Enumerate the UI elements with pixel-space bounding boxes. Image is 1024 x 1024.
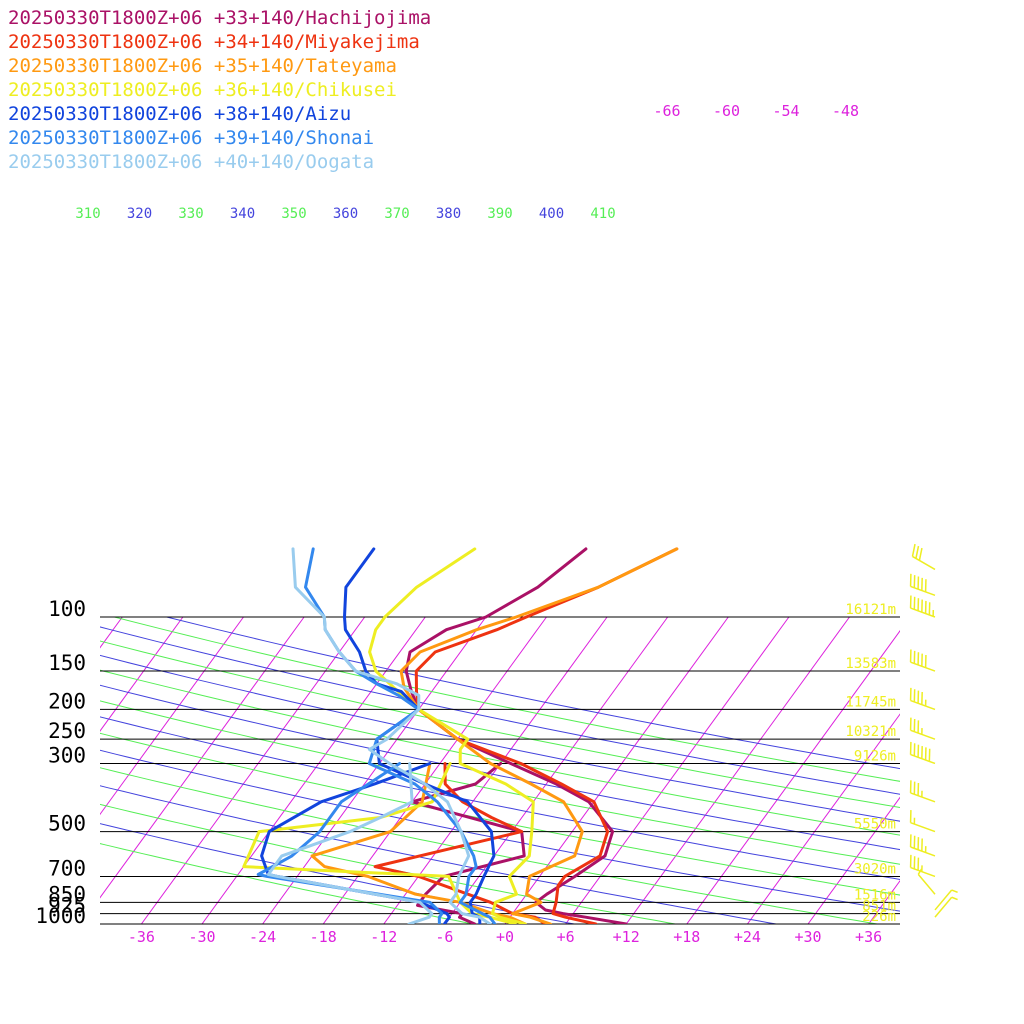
x-tick-label: -36 [128, 928, 155, 946]
isotherm-line [100, 616, 244, 816]
isotherm-line [443, 616, 669, 924]
x-tick-label: -24 [249, 928, 276, 946]
wind-barb [909, 780, 936, 803]
theta-label: 410 [590, 206, 615, 222]
isotherm-line [0, 617, 1, 924]
isotherm-line [746, 713, 900, 924]
isotherm-line [686, 630, 900, 924]
wind-barb [911, 543, 936, 571]
series-0-temperature-line [404, 547, 628, 924]
height-label: 13583m [845, 656, 896, 672]
series-6-dewpoint-line [266, 762, 434, 924]
theta-label: 390 [487, 206, 512, 222]
pressure-label: 850 [48, 882, 86, 906]
x-tick-label: -18 [310, 928, 337, 946]
wind-barb [909, 573, 936, 597]
x-tick-label: +0 [496, 928, 514, 946]
legend-entry: 20250330T1800Z+06 +38+140/Aizu [8, 103, 351, 125]
upper-temp-label: -48 [832, 102, 859, 120]
isotherm-line [990, 617, 1024, 924]
series-4-temperature-line [343, 547, 496, 924]
pressure-label: 925 [48, 894, 86, 918]
wind-barb [909, 687, 936, 711]
wind-barb [934, 889, 958, 911]
height-label: 9126m [854, 748, 896, 764]
height-label: 5550m [854, 817, 896, 833]
pressure-label: 200 [48, 689, 86, 713]
legend-entry: 20250330T1800Z+06 +40+140/Oogata [8, 151, 374, 173]
legend-entry: 20250330T1800Z+06 +39+140/Shonai [8, 127, 374, 149]
upper-temp-label: -54 [772, 102, 799, 120]
theta-label: 400 [539, 206, 564, 222]
wind-barb [934, 896, 958, 918]
wind-barb [909, 741, 936, 765]
wind-barb [917, 868, 936, 895]
series-3-dewpoint-line [242, 762, 517, 924]
x-tick-label: -30 [188, 928, 215, 946]
isotherm-line [565, 616, 790, 924]
isotherm-line [929, 617, 1024, 924]
height-label: 3020m [854, 861, 896, 877]
series-6-temperature-line [291, 547, 492, 924]
height-label: 226m [862, 909, 896, 925]
x-tick-label: +36 [855, 928, 882, 946]
isotherm-line [100, 616, 184, 732]
wind-barb [909, 717, 936, 740]
theta-label: 330 [178, 206, 203, 222]
legend-entry: 20250330T1800Z+06 +35+140/Tateyama [8, 55, 397, 77]
pressure-label: 500 [48, 812, 86, 836]
series-3-temperature-line [368, 547, 535, 924]
x-tick-label: -12 [370, 928, 397, 946]
pressure-label: 300 [48, 743, 86, 767]
legend-entry: 20250330T1800Z+06 +36+140/Chikusei [8, 79, 397, 101]
pressure-label: 1000 [35, 904, 86, 928]
upper-temp-label: -60 [713, 102, 740, 120]
theta-label: 340 [230, 206, 255, 222]
isotherm-line [201, 616, 426, 924]
height-label: 11745m [845, 694, 896, 710]
pressure-label: 150 [48, 651, 86, 675]
height-label: 851m [862, 899, 896, 915]
wind-barb [909, 810, 936, 833]
series-5-dewpoint-line [256, 762, 444, 924]
theta-label: 310 [75, 206, 100, 222]
x-tick-label: +18 [673, 928, 700, 946]
x-tick-label: +24 [734, 928, 761, 946]
theta-label: 350 [281, 206, 306, 222]
isotherm-line [383, 616, 608, 924]
legend: 20250330T1800Z+06 +33+140/Hachijojima202… [8, 7, 431, 173]
isotherm-line [807, 796, 900, 924]
wind-barbs [909, 543, 958, 918]
axis-labels: -36 -30 -24 -18 -12 -6 +0 +6 +12 +18 +24 +30 +36 310 3… [75, 102, 882, 946]
x-tick-label: +30 [794, 928, 821, 946]
x-tick-label: -6 [435, 928, 453, 946]
wind-barb [909, 649, 936, 672]
series-2-temperature-line [399, 547, 679, 924]
theta-label: 380 [436, 206, 461, 222]
upper-temp-label: -66 [653, 102, 680, 120]
isotherm-line [625, 616, 850, 924]
wind-barb [909, 854, 936, 878]
legend-entry: 20250330T1800Z+06 +34+140/Miyakejima [8, 31, 420, 53]
isotherm-line [504, 616, 729, 924]
pressure-label: 700 [48, 856, 86, 880]
theta-label: 370 [384, 206, 409, 222]
legend-entry: 20250330T1800Z+06 +33+140/Hachijojima [8, 7, 431, 29]
pressure-label: 100 [48, 597, 86, 621]
dry-adiabat-line [100, 749, 900, 912]
isotherm-line [262, 616, 487, 924]
height-label: 1516m [854, 887, 896, 903]
height-label: 10321m [845, 724, 896, 740]
height-label: 16121m [845, 602, 896, 618]
theta-label: 360 [333, 206, 358, 222]
wind-barb [909, 595, 936, 618]
series-1-temperature-line [414, 547, 679, 924]
wind-barb [909, 834, 936, 857]
theta-label: 320 [127, 206, 152, 222]
sounding-series [242, 547, 679, 924]
x-tick-label: +12 [613, 928, 640, 946]
pressure-label: 250 [48, 719, 86, 743]
x-tick-label: +6 [557, 928, 575, 946]
